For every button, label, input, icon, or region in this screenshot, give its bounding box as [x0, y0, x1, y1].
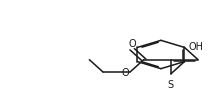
Text: S: S [168, 80, 174, 90]
Text: O: O [121, 68, 129, 78]
Text: OH: OH [189, 42, 203, 52]
Text: O: O [128, 39, 136, 49]
